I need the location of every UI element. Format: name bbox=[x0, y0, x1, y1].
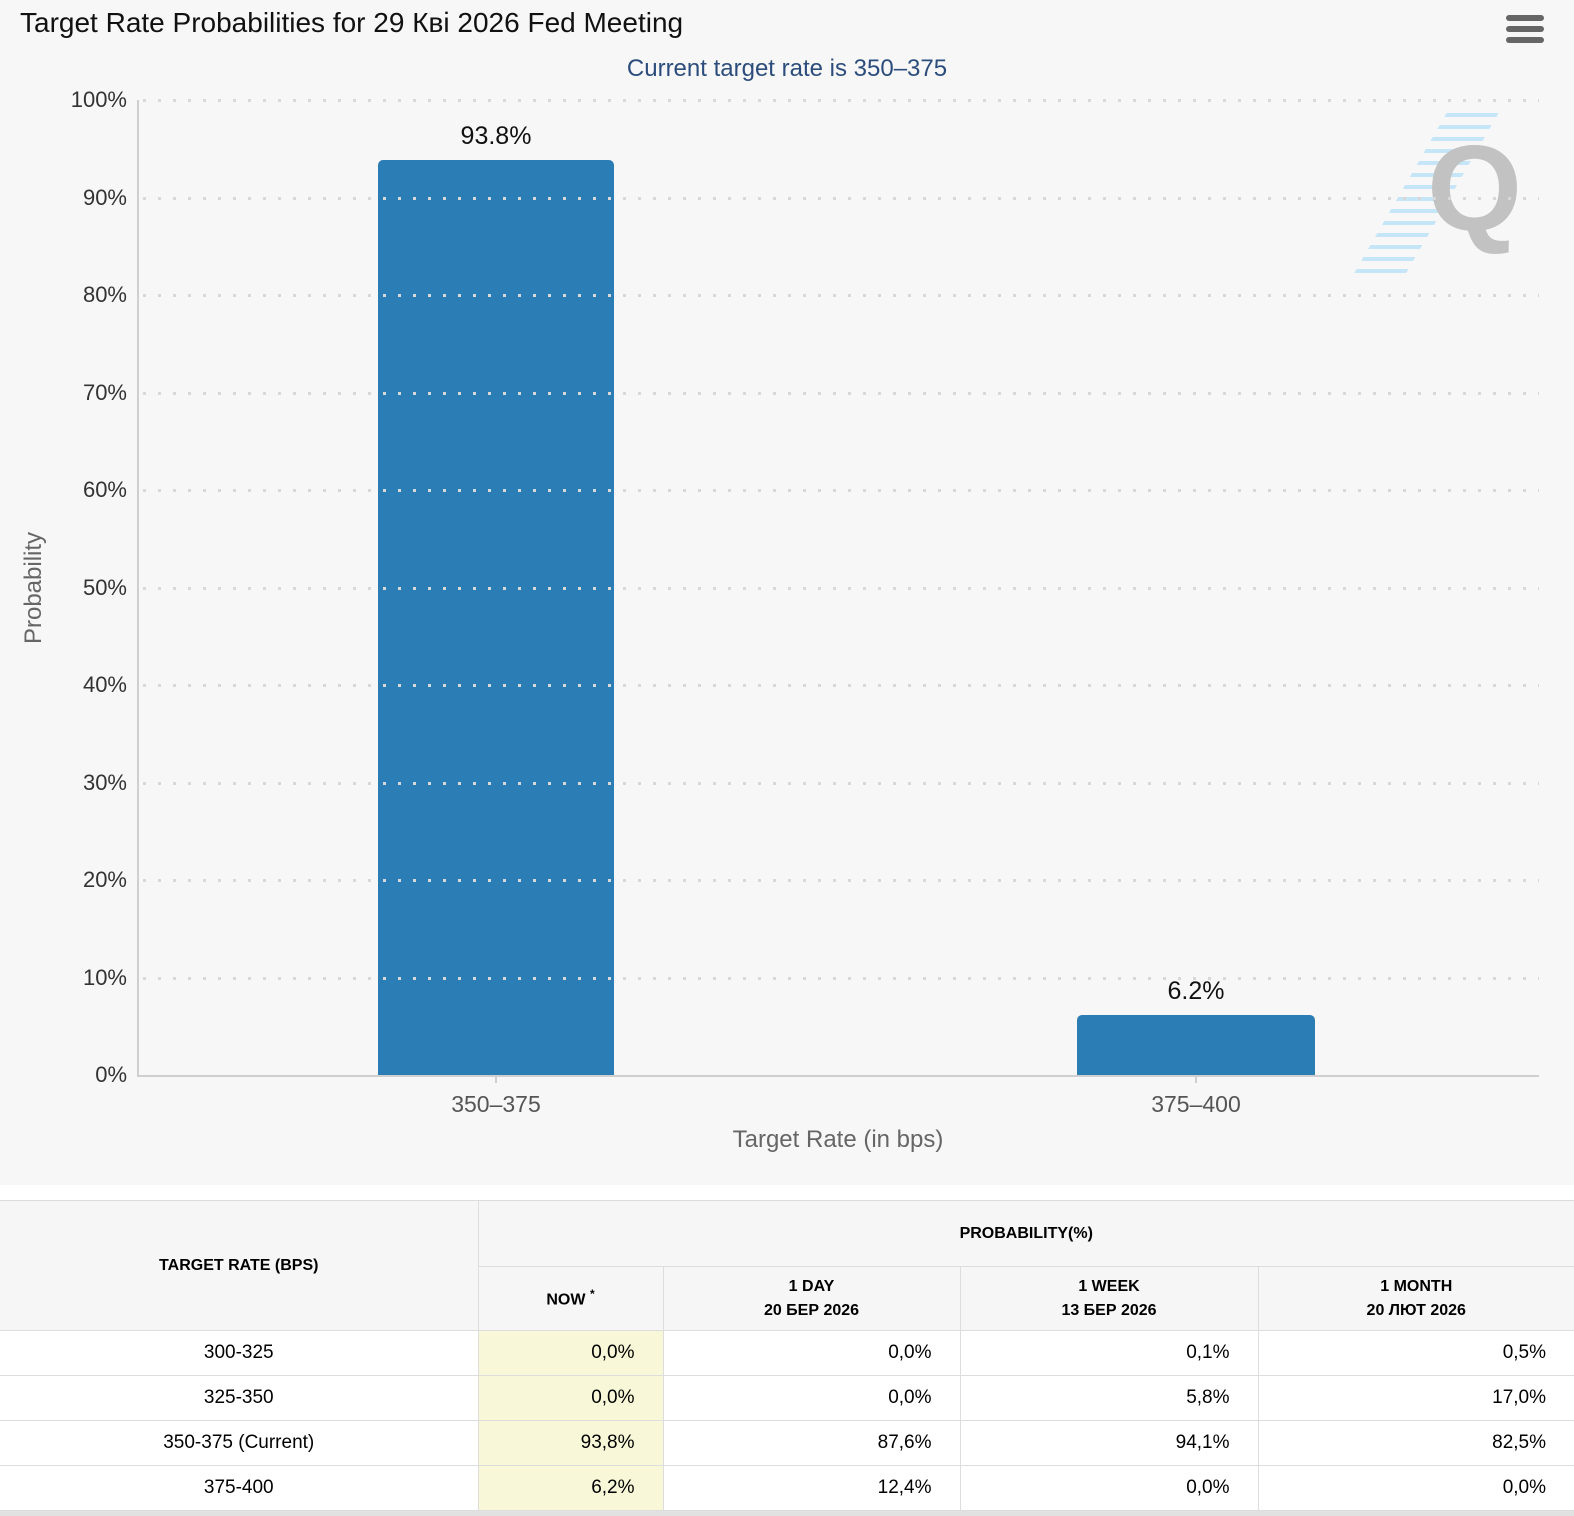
rate-cell: 350-375 (Current) bbox=[0, 1420, 479, 1466]
gridline bbox=[143, 99, 1539, 102]
col-header-probability-group: PROBABILITY(%) bbox=[477, 1200, 1574, 1267]
gridline bbox=[143, 294, 1539, 297]
probability-table: TARGET RATE (BPS) PROBABILITY(%) NOW * 1… bbox=[0, 1200, 1574, 1511]
col-header-target-rate: TARGET RATE (BPS) bbox=[0, 1200, 479, 1331]
table-row: 300-325 0,0% 0,0% 0,1% 0,5% bbox=[0, 1330, 1574, 1376]
chart-subtitle: Current target rate is 350–375 bbox=[626, 55, 948, 82]
gridline bbox=[143, 391, 1539, 395]
x-axis-title: Target Rate (in bps) bbox=[732, 1126, 944, 1153]
rate-cell: 325-350 bbox=[0, 1375, 479, 1421]
plot-area: 93.8% 6.2% 350–375 375–400 0% 10% 20% 30% 40… bbox=[71, 87, 1539, 1117]
y-tick-label: 70% bbox=[82, 379, 127, 405]
now-asterisk: * bbox=[589, 1286, 595, 1301]
table-row: 375-400 6,2% 12,4% 0,0% 0,0% bbox=[0, 1465, 1574, 1511]
col-header-1month-date: 20 ЛЮТ 2026 bbox=[1366, 1301, 1466, 1319]
week-value-cell: 0,0% bbox=[959, 1465, 1259, 1511]
y-tick-label: 100% bbox=[70, 87, 127, 112]
bar-350-375[interactable]: 93.8% bbox=[378, 122, 614, 1075]
col-header-1day-date: 20 БЕР 2026 bbox=[763, 1301, 860, 1319]
day-value-cell: 12,4% bbox=[662, 1465, 961, 1511]
day-value-cell: 0,0% bbox=[662, 1375, 961, 1421]
page-title: Target Rate Probabilities for 29 Кві 202… bbox=[20, 7, 684, 38]
chart-menu-button[interactable] bbox=[1506, 15, 1544, 48]
day-value-cell: 87,6% bbox=[662, 1420, 961, 1466]
week-value-cell: 0,1% bbox=[959, 1330, 1259, 1376]
col-header-1week: 1 WEEK 13 БЕР 2026 bbox=[959, 1266, 1259, 1331]
y-tick-label: 10% bbox=[82, 964, 127, 990]
x-category-label: 350–375 bbox=[451, 1091, 541, 1117]
month-value-cell: 82,5% bbox=[1257, 1420, 1574, 1466]
gridline bbox=[143, 684, 1539, 687]
hamburger-icon bbox=[1506, 15, 1544, 21]
week-value-cell: 94,1% bbox=[959, 1420, 1259, 1466]
y-tick-label: 90% bbox=[82, 184, 127, 210]
y-tick-label: 20% bbox=[82, 867, 127, 892]
hamburger-icon bbox=[1506, 26, 1544, 32]
x-tick-mark bbox=[1195, 1075, 1197, 1083]
gridline bbox=[143, 489, 1539, 492]
table-bottom-bar bbox=[0, 1511, 1574, 1516]
table-row-current: 350-375 (Current) 93,8% 87,6% 94,1% 82,5… bbox=[0, 1420, 1574, 1466]
y-tick-label: 60% bbox=[82, 477, 127, 502]
y-tick-label: 50% bbox=[82, 574, 127, 600]
now-value-cell: 93,8% bbox=[477, 1420, 664, 1466]
month-value-cell: 0,5% bbox=[1257, 1330, 1574, 1376]
col-header-1day: 1 DAY 20 БЕР 2026 bbox=[662, 1266, 961, 1331]
chart-panel: Target Rate Probabilities for 29 Кві 202… bbox=[20, 7, 1544, 1153]
y-tick-label: 30% bbox=[82, 769, 127, 795]
week-value-cell: 5,8% bbox=[959, 1375, 1259, 1421]
gridline bbox=[143, 586, 1539, 590]
gridline bbox=[143, 879, 1539, 882]
rate-cell: 375-400 bbox=[0, 1465, 479, 1511]
probability-table-section: TARGET RATE (BPS) PROBABILITY(%) NOW * 1… bbox=[0, 1185, 1574, 1516]
bar-375-400[interactable]: 6.2% bbox=[1077, 977, 1315, 1075]
col-header-1month: 1 MONTH 20 ЛЮТ 2026 bbox=[1257, 1266, 1574, 1331]
month-value-cell: 0,0% bbox=[1257, 1465, 1574, 1511]
gridline bbox=[143, 976, 1539, 980]
gridline bbox=[143, 196, 1539, 200]
y-tick-label: 0% bbox=[95, 1062, 127, 1087]
y-tick-label: 40% bbox=[82, 672, 127, 697]
col-header-1week-date: 13 БЕР 2026 bbox=[1061, 1301, 1157, 1319]
y-axis-title: Probability bbox=[20, 531, 47, 645]
x-category-label: 375–400 bbox=[1151, 1091, 1241, 1117]
rate-cell: 300-325 bbox=[0, 1330, 479, 1376]
x-tick-mark bbox=[495, 1075, 497, 1083]
day-value-cell: 0,0% bbox=[662, 1330, 961, 1376]
table-row: 325-350 0,0% 0,0% 5,8% 17,0% bbox=[0, 1375, 1574, 1421]
bar-value-label: 6.2% bbox=[1167, 976, 1225, 1005]
col-header-now-label: NOW bbox=[546, 1291, 586, 1309]
hamburger-icon bbox=[1506, 37, 1544, 43]
y-tick-label: 80% bbox=[82, 282, 127, 307]
now-value-cell: 0,0% bbox=[477, 1330, 664, 1376]
col-header-1month-label: 1 MONTH bbox=[1380, 1278, 1453, 1296]
now-value-cell: 0,0% bbox=[477, 1375, 664, 1421]
col-header-1week-label: 1 WEEK bbox=[1078, 1278, 1140, 1296]
col-header-now: NOW * bbox=[478, 1266, 664, 1331]
col-header-1day-label: 1 DAY bbox=[788, 1278, 835, 1296]
bar-value-label: 93.8% bbox=[460, 122, 532, 151]
month-value-cell: 17,0% bbox=[1257, 1375, 1574, 1421]
gridline bbox=[143, 781, 1539, 785]
now-value-cell: 6,2% bbox=[477, 1465, 664, 1511]
